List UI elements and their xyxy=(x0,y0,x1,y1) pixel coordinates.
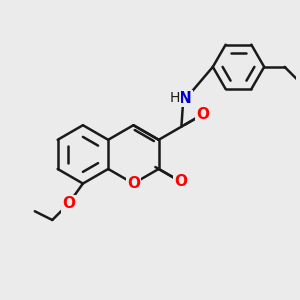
Text: O: O xyxy=(127,176,140,191)
Text: O: O xyxy=(62,196,75,211)
Text: N: N xyxy=(179,91,192,106)
Text: O: O xyxy=(196,107,209,122)
Text: O: O xyxy=(174,174,188,189)
Text: H: H xyxy=(170,92,180,105)
